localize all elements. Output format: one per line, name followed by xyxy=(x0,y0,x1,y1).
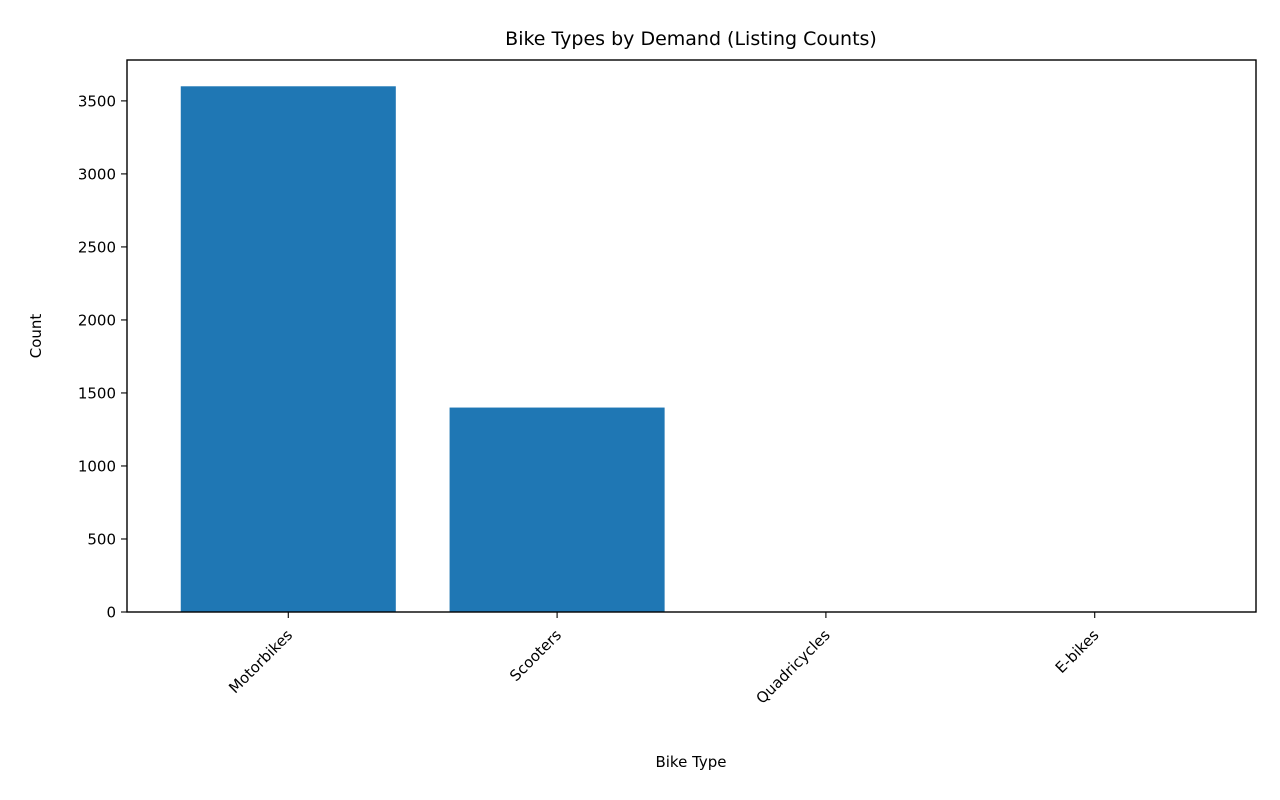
y-axis: 0 500 1000 1500 2000 2500 3000 3500 xyxy=(78,92,127,622)
bar-motorbikes xyxy=(180,86,396,613)
x-axis-label: Bike Type xyxy=(655,753,726,771)
bars-group xyxy=(180,86,1203,613)
y-tick-label: 1500 xyxy=(78,384,116,402)
y-tick-label: 3500 xyxy=(78,92,116,110)
x-tick-label: E-bikes xyxy=(1052,626,1103,677)
y-tick-label: 2500 xyxy=(78,238,116,256)
x-axis: Motorbikes Scooters Quadricycles E-bikes xyxy=(225,612,1103,707)
bar-scooters xyxy=(449,407,665,612)
y-tick-label: 1000 xyxy=(78,457,116,475)
x-tick-label: Quadricycles xyxy=(752,626,833,707)
y-tick-label: 500 xyxy=(87,530,116,548)
chart-title: Bike Types by Demand (Listing Counts) xyxy=(505,28,877,50)
y-tick-label: 3000 xyxy=(78,165,116,183)
x-tick-label: Motorbikes xyxy=(225,626,296,697)
y-tick-label: 2000 xyxy=(78,311,116,329)
y-axis-label: Count xyxy=(27,314,45,359)
x-tick-label: Scooters xyxy=(506,626,565,685)
plot-frame xyxy=(126,59,1257,613)
y-tick-label: 0 xyxy=(106,604,116,622)
